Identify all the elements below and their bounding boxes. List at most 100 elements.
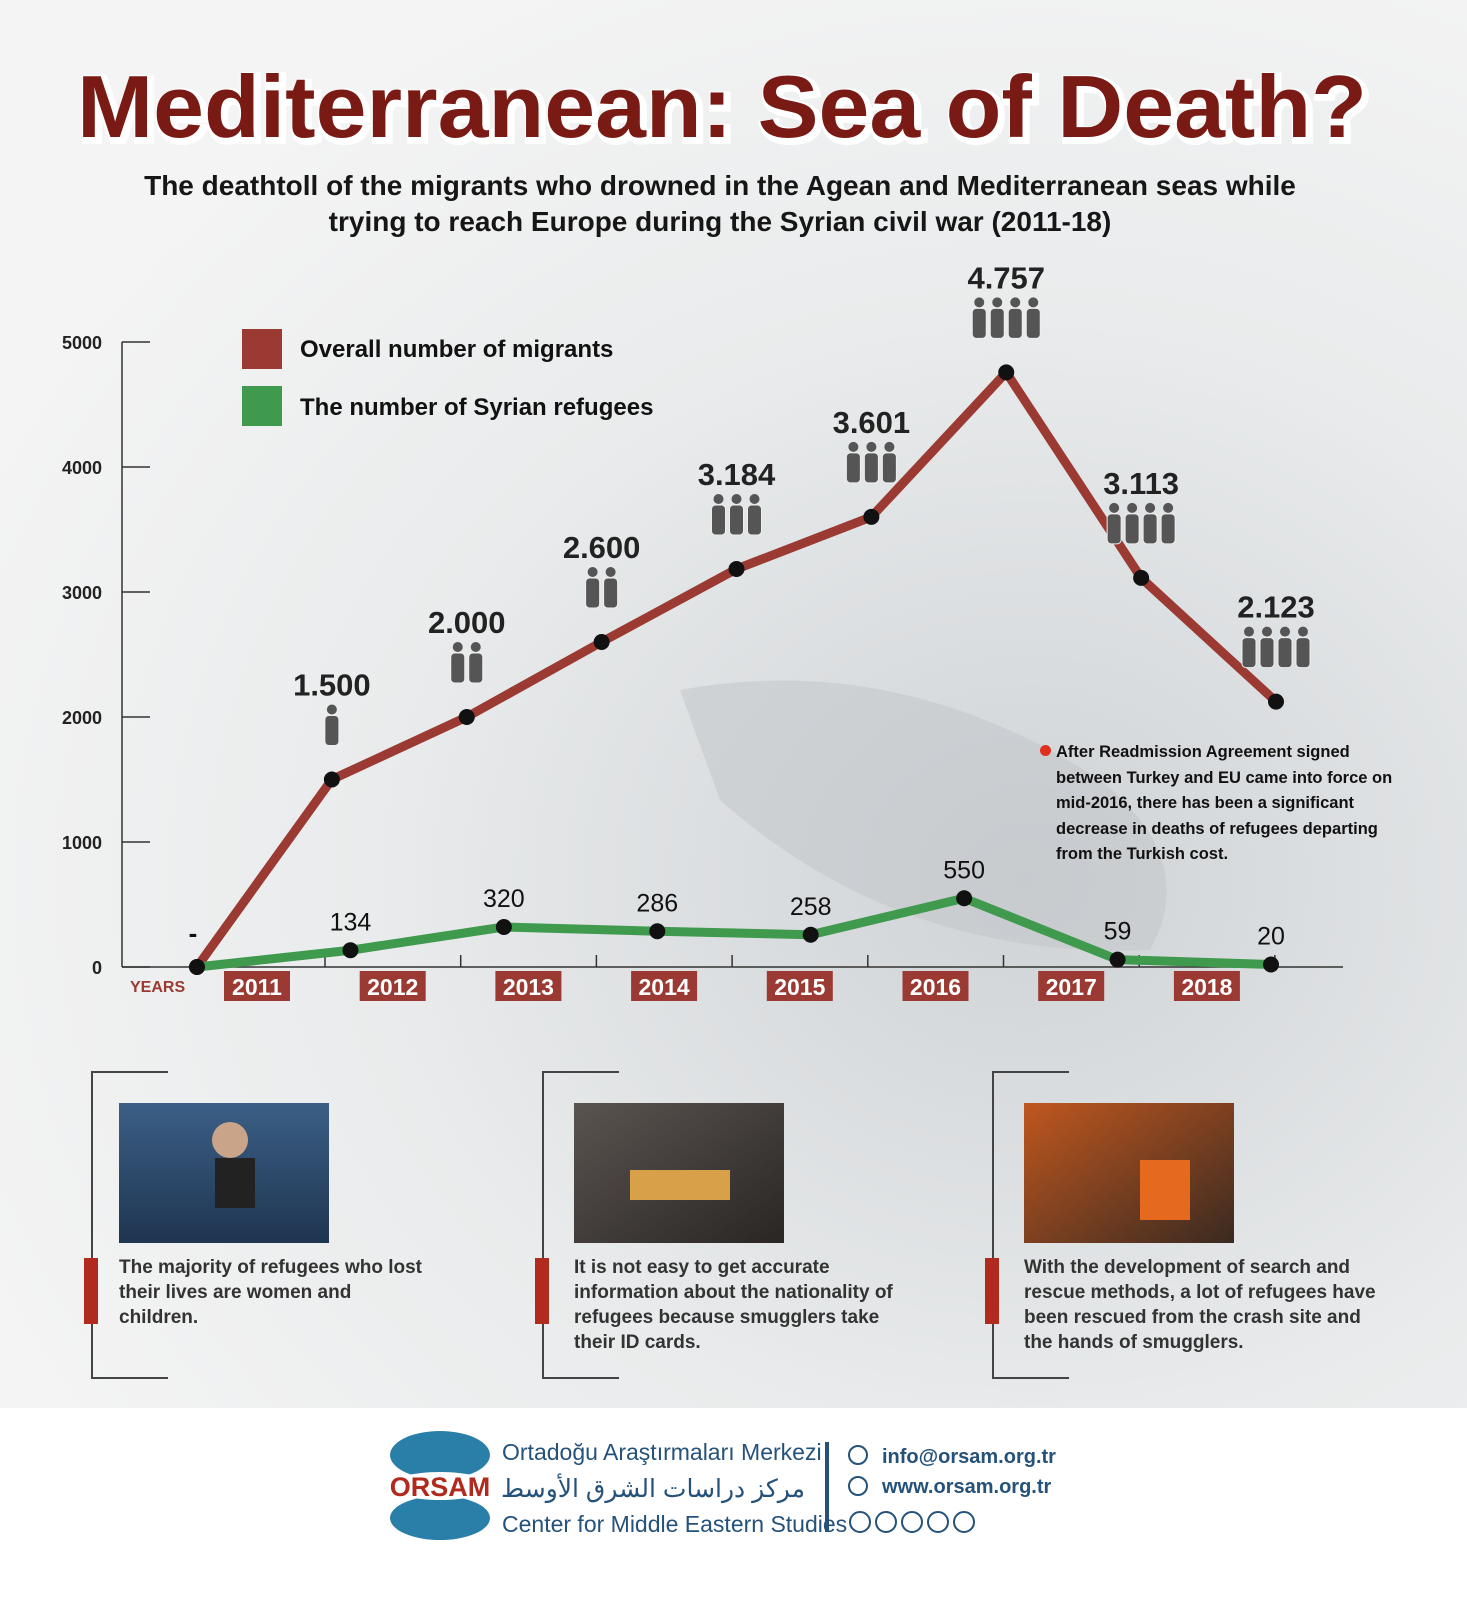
org-name-en: Center for Middle Eastern Studies: [502, 1511, 847, 1537]
data-point: [728, 561, 745, 577]
person-icon: [845, 452, 861, 484]
data-point: [495, 919, 512, 935]
person-icon: [1244, 626, 1254, 637]
person-icon: [603, 577, 619, 609]
year-box: [495, 971, 562, 1001]
x-tick-label: 2013: [503, 974, 554, 1000]
email-icon: [848, 1445, 868, 1465]
data-label: 2.600: [563, 530, 641, 565]
data-label: 286: [636, 889, 678, 917]
data-point: [1268, 693, 1284, 710]
person-icon: [1028, 297, 1039, 308]
org-name-ar: مركز دراسات الشرق الأوسط: [501, 1472, 805, 1504]
person-icon: [1127, 502, 1138, 513]
email[interactable]: info@orsam.org.tr: [882, 1446, 1056, 1468]
person-icon: [1295, 637, 1311, 669]
x-tick-label: 2018: [1181, 974, 1232, 1000]
person-icon: [1124, 513, 1140, 545]
data-label: 59: [1104, 918, 1132, 946]
web-icon: [848, 1476, 868, 1496]
data-label: 320: [483, 885, 525, 913]
subtitle-line: trying to reach Europe during the Syrian…: [328, 206, 1112, 237]
person-icon: [1280, 626, 1290, 637]
year-box: [1038, 971, 1105, 1001]
data-point: [323, 771, 340, 788]
data-label: 3.601: [833, 405, 911, 440]
person-icon: [881, 452, 897, 484]
x-tick-label: 2012: [367, 974, 418, 1000]
data-label: 1.500: [293, 668, 371, 703]
data-point: [1133, 569, 1150, 586]
person-icons: [971, 297, 1041, 339]
person-icon: [1262, 626, 1272, 637]
person-icon: [884, 441, 895, 452]
legend-swatch: [242, 329, 282, 369]
website[interactable]: www.orsam.org.tr: [881, 1476, 1052, 1498]
data-label: 2.123: [1237, 590, 1315, 625]
person-icon: [1259, 637, 1275, 669]
y-tick-label: 1000: [62, 833, 102, 853]
logo: [388, 1431, 492, 1540]
data-point: [189, 959, 205, 975]
x-tick-label: 2016: [910, 974, 961, 1000]
year-box: [224, 971, 290, 1001]
x-tick-label: 2017: [1046, 974, 1097, 1000]
person-icons: [845, 441, 897, 484]
person-icon: [711, 504, 726, 536]
data-point: [1263, 956, 1279, 973]
person-icon: [731, 494, 742, 504]
person-icon: [1298, 626, 1308, 637]
title-outline: Mediterranean: Sea of Death?: [80, 60, 1370, 159]
legend-label: Overall number of migrants: [300, 336, 614, 363]
person-icon: [992, 297, 1003, 308]
data-label: 3.113: [1103, 466, 1179, 501]
person-icon: [713, 494, 724, 504]
data-point: [1109, 951, 1126, 968]
person-icon: [1277, 637, 1293, 669]
person-icons: [585, 567, 619, 609]
person-icon: [863, 452, 879, 484]
caption: It is not easy to get accurate informati…: [574, 1257, 893, 1353]
person-icon: [1241, 637, 1257, 669]
data-point: [998, 364, 1015, 381]
legend-swatch: [242, 386, 282, 426]
start-label: -: [189, 918, 198, 948]
data-point: [458, 709, 475, 725]
caption: The majority of refugees who lost their …: [119, 1257, 422, 1328]
footer-band: [0, 1408, 1467, 1600]
annotation-dot: [1040, 745, 1051, 756]
data-label: 2.000: [428, 605, 506, 640]
person-icon: [1109, 502, 1120, 513]
year-box: [359, 971, 426, 1001]
person-icon: [470, 642, 481, 652]
data-label: 550: [943, 856, 985, 884]
y-tick-label: 0: [92, 958, 102, 978]
person-icon: [452, 642, 463, 652]
person-icons: [324, 704, 340, 746]
year-box: [631, 971, 698, 1001]
person-icon: [587, 567, 598, 577]
person-icon: [326, 704, 337, 715]
data-label: 20: [1257, 923, 1285, 951]
person-icon: [1160, 513, 1176, 545]
subtitle-line: The deathtoll of the migrants who drowne…: [144, 170, 1296, 201]
person-icon: [848, 441, 859, 452]
y-tick-label: 2000: [62, 708, 102, 728]
person-icon: [1025, 307, 1041, 339]
y-tick-label: 3000: [62, 583, 102, 603]
social-icons[interactable]: [849, 1511, 975, 1533]
person-icon: [1106, 513, 1122, 545]
person-icon: [468, 652, 484, 684]
x-axis-label: YEARS: [130, 979, 185, 996]
person-icon: [585, 577, 601, 609]
data-label: 3.184: [698, 457, 776, 492]
x-tick-label: 2015: [774, 974, 825, 1000]
year-box: [766, 971, 833, 1001]
annotation: After Readmission Agreement signed betwe…: [1056, 743, 1393, 863]
year-box: [902, 971, 969, 1001]
person-icon: [729, 504, 744, 536]
person-icon: [1145, 502, 1156, 513]
brand: ORSAM: [390, 1472, 491, 1502]
